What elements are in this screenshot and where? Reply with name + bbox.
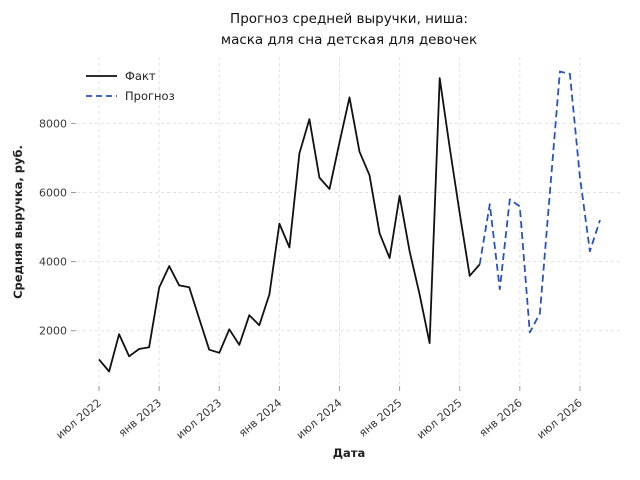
grid-layer xyxy=(77,57,620,386)
chart-title-line1: Прогноз средней выручки, ниша: xyxy=(230,11,468,27)
x-tick-label: янв 2024 xyxy=(236,396,284,439)
y-tick-label: 6000 xyxy=(39,186,67,199)
x-tick-label: июл 2025 xyxy=(414,396,464,441)
legend-label-fact: Факт xyxy=(125,69,156,83)
x-tick-label: янв 2023 xyxy=(116,396,164,439)
x-tick-label: июл 2023 xyxy=(174,396,224,441)
y-tick-label: 2000 xyxy=(39,325,67,338)
chart-title-line2: маска для сна детская для девочек xyxy=(221,32,477,48)
y-axis-label: Средняя выручка, руб. xyxy=(11,145,25,299)
x-tick-label: июл 2022 xyxy=(54,396,104,441)
x-tick-label: июл 2024 xyxy=(294,396,344,441)
legend-label-forecast: Прогноз xyxy=(125,89,175,103)
x-axis-label: Дата xyxy=(333,446,365,460)
forecast-line xyxy=(478,70,601,334)
series-layer xyxy=(98,70,601,373)
fact-line xyxy=(98,77,481,373)
y-tick-label: 8000 xyxy=(39,117,67,130)
x-tick-label: июл 2026 xyxy=(534,396,584,441)
x-tick-label: янв 2026 xyxy=(477,396,525,439)
y-tick-label: 4000 xyxy=(39,256,67,269)
x-tick-label: янв 2025 xyxy=(356,396,404,439)
tick-layer: июл 2022 янв 2023 июл 2023 янв 2024 июл 2024… xyxy=(39,117,585,441)
legend: Факт Прогноз xyxy=(86,69,175,103)
